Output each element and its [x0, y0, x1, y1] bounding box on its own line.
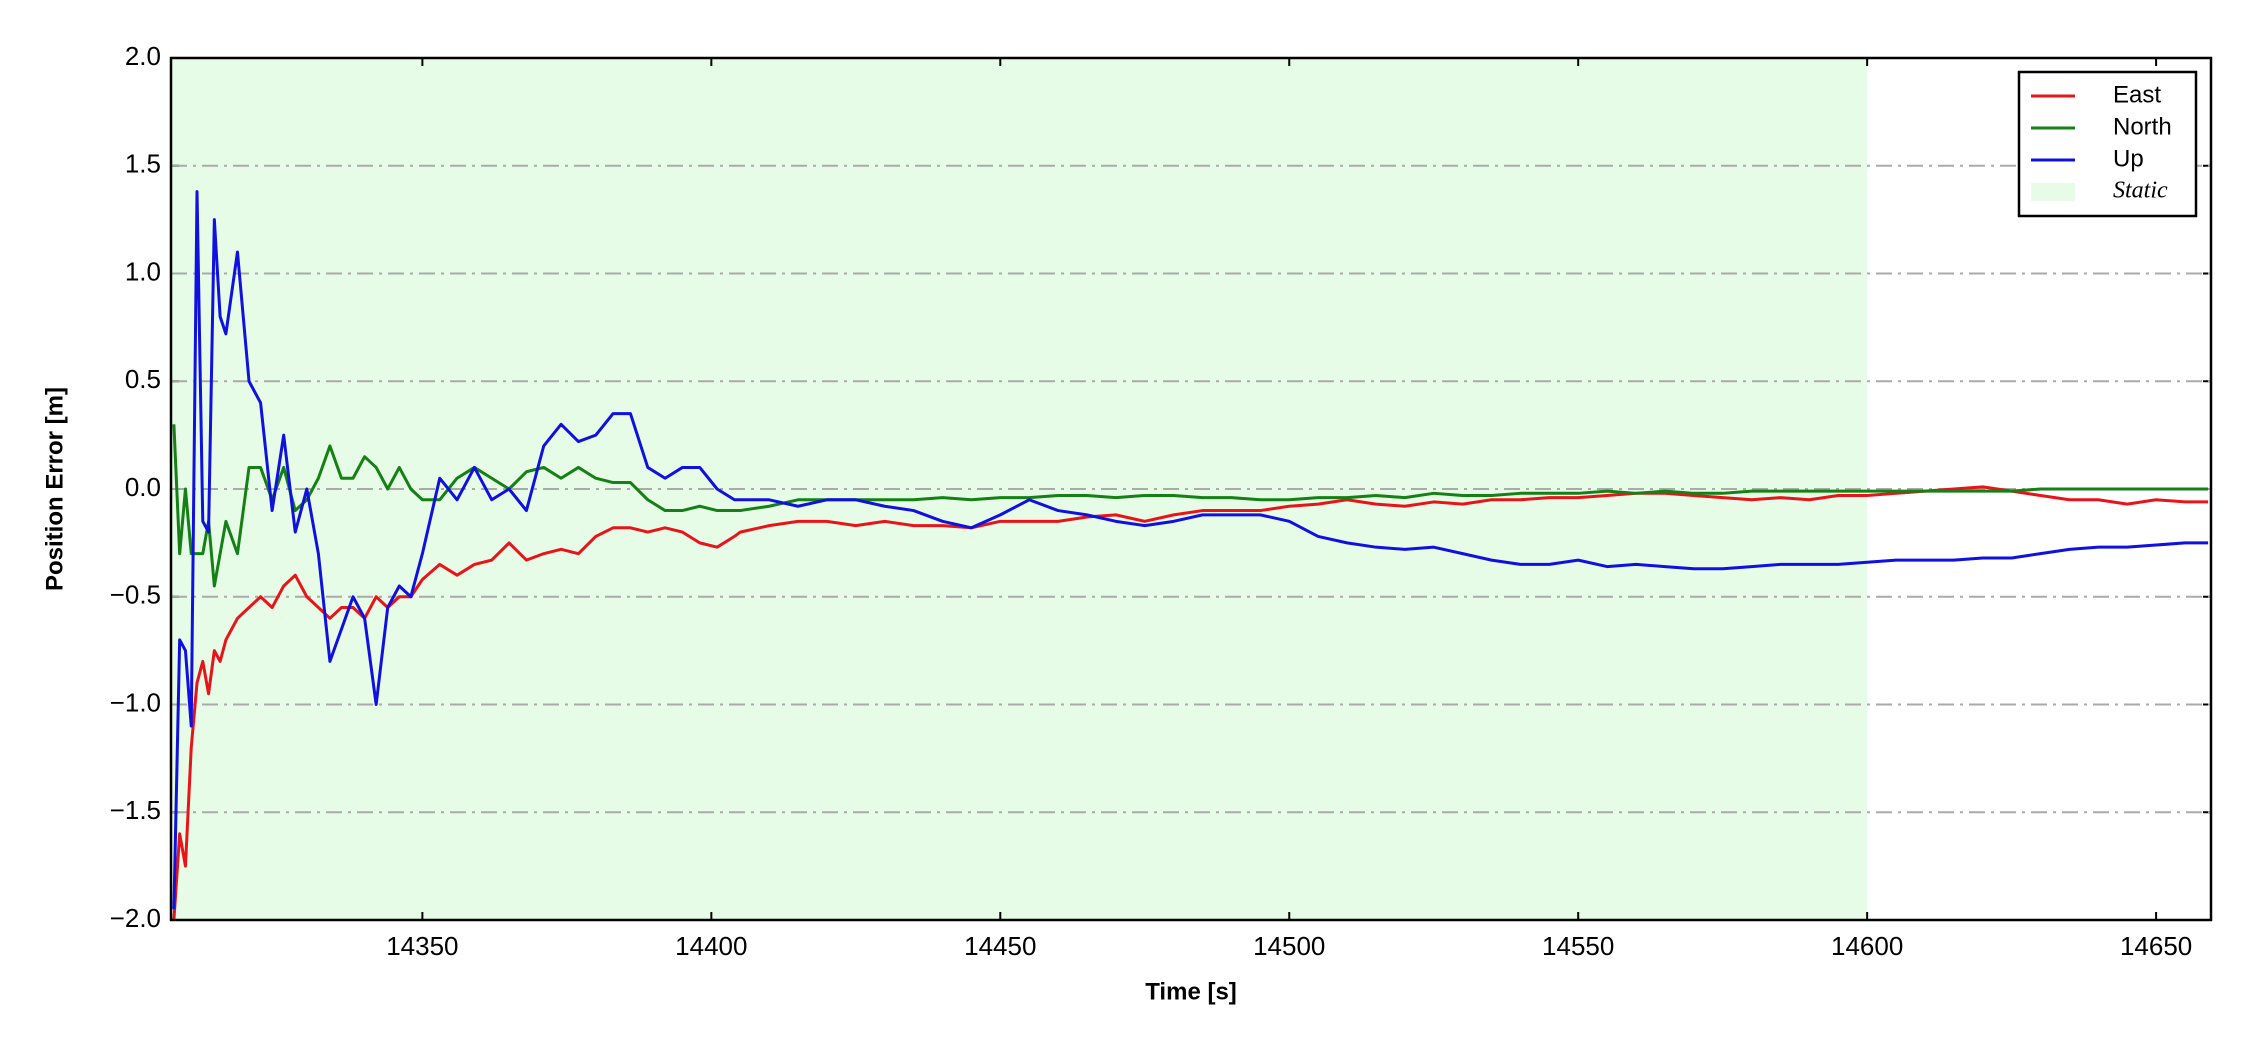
x-tick-label: 14400	[675, 931, 747, 961]
y-tick-label: 0.5	[125, 364, 161, 394]
legend-swatch	[2031, 183, 2075, 201]
x-tick-label: 14450	[964, 931, 1036, 961]
plot-frame	[169, 56, 2213, 922]
x-tick-label: 14600	[1831, 931, 1903, 961]
plot-lines	[172, 190, 2209, 920]
y-tick-label: 1.0	[125, 256, 161, 286]
y-tick-label: 1.5	[125, 149, 161, 179]
x-tick-label: 14350	[386, 931, 458, 961]
y-tick-label: −1.0	[110, 687, 161, 717]
legend-label: Up	[2113, 145, 2144, 172]
x-tick-label: 14550	[1542, 931, 1614, 961]
legend-label: North	[2113, 113, 2172, 140]
series-line	[172, 485, 2209, 920]
y-tick-label: 2.0	[125, 41, 161, 71]
legend-label: Static	[2113, 178, 2168, 204]
y-tick-label: −2.0	[110, 903, 161, 933]
y-tick-label: −0.5	[110, 580, 161, 610]
series-line	[172, 190, 2209, 910]
x-axis-label: Time [s]	[1145, 978, 1237, 1005]
x-tick-label: 14500	[1253, 931, 1325, 961]
y-axis-label: Position Error [m]	[41, 387, 68, 591]
legend-label: East	[2113, 81, 2161, 108]
x-tick-label: 14650	[2120, 931, 2192, 961]
y-tick-label: −1.5	[110, 795, 161, 825]
y-tick-label: 0.0	[125, 472, 161, 502]
